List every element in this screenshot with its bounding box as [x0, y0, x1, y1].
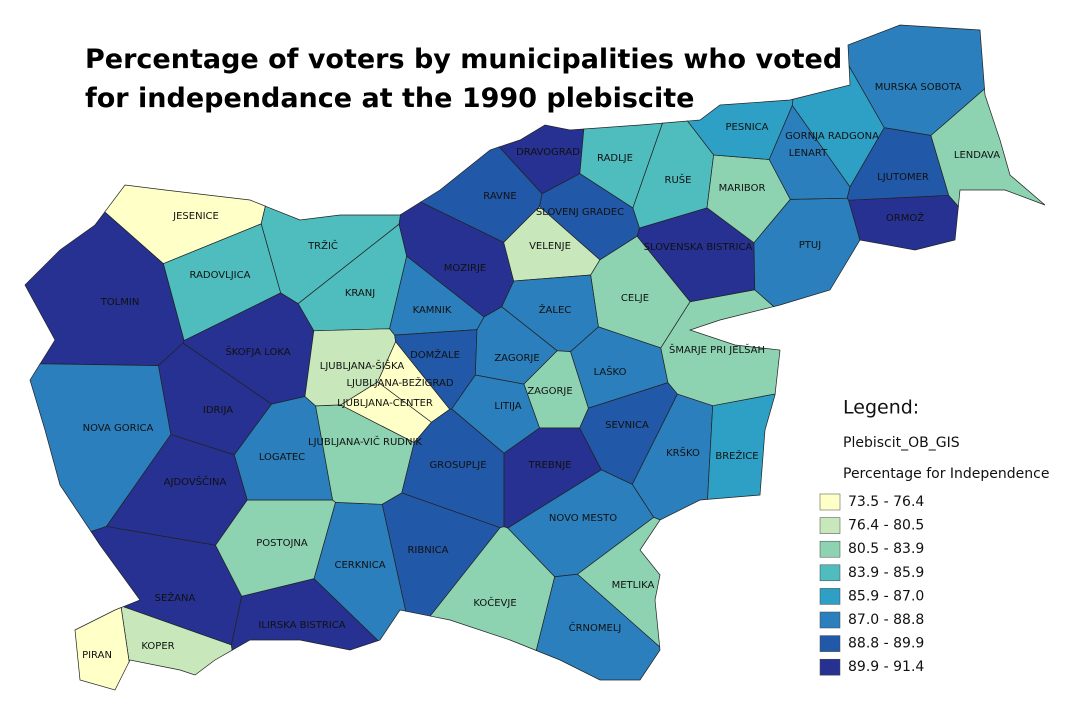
- municipality-label: DOMŽALE: [410, 348, 460, 361]
- municipality: [930, 88, 1046, 208]
- municipality-label: POSTOJNA: [256, 538, 308, 549]
- municipality-label: GROSUPLJE: [429, 460, 486, 471]
- legend-swatch: [819, 658, 841, 676]
- municipality-label: LJUBLJANA-BEŽIGRAD: [346, 376, 453, 389]
- municipality-label: CERKNICA: [334, 560, 385, 571]
- municipality-label: ŠKOFJA LOKA: [225, 345, 290, 358]
- municipality-label: ILIRSKA BISTRICA: [258, 620, 345, 631]
- municipality-label: SEŽANA: [155, 591, 196, 604]
- municipality-label: RAVNE: [483, 191, 516, 202]
- municipality: [535, 573, 661, 681]
- municipality-label: RIBNICA: [407, 545, 448, 556]
- legend-heading: Legend:: [843, 397, 919, 419]
- legend-label: 89.9 - 91.4: [848, 659, 924, 675]
- municipality: [576, 516, 662, 648]
- municipality-label: KRŠKO: [666, 446, 700, 459]
- municipality-label: MARIBOR: [719, 183, 766, 194]
- municipality-label: KAMNIK: [413, 305, 452, 316]
- legend-label: 87.0 - 88.8: [848, 612, 924, 628]
- municipality-label: RADLJE: [597, 153, 633, 164]
- title-line: Percentage of voters by municipalities w…: [85, 44, 842, 75]
- municipality-label: ORMOŽ: [886, 211, 924, 224]
- legend-label: 76.4 - 80.5: [848, 518, 924, 534]
- municipality-label: PTUJ: [799, 240, 821, 251]
- municipality-label: LJUBLJANA-CENTER: [337, 398, 433, 409]
- municipality-label: RUŠE: [665, 173, 692, 186]
- title-line: for independance at the 1990 plebiscite: [85, 83, 694, 114]
- municipality-label: LAŠKO: [594, 365, 627, 378]
- municipality-label: LENART: [789, 148, 828, 159]
- municipality-label: SLOVENSKA BISTRICA: [644, 242, 753, 253]
- municipality-label: GORNJA RADGONA: [785, 131, 879, 142]
- municipality: [847, 24, 985, 136]
- municipality-label: DRAVOGRAD: [516, 147, 580, 158]
- legend-layer: Plebiscit_OB_GIS: [843, 435, 960, 451]
- legend-swatch: [819, 540, 841, 558]
- municipality-label: NOVA GORICA: [83, 423, 154, 434]
- municipality-label: NOVO MESTO: [549, 513, 617, 524]
- municipality-label: TOLMIN: [100, 297, 140, 308]
- municipality-label: METLIKA: [612, 580, 655, 591]
- municipality: [429, 526, 556, 651]
- legend-items: 73.5 - 76.4 76.4 - 80.5 80.5 - 83.9 83.9 - …: [819, 493, 924, 676]
- legend-swatch: [819, 611, 841, 629]
- municipality-label: LJUBLJANA-VIČ RUDNIK: [308, 435, 422, 448]
- municipality-label: AJDOVŠČINA: [164, 475, 227, 488]
- municipality-label: SEVNICA: [605, 420, 649, 431]
- municipality-label: LENDAVA: [954, 150, 1000, 161]
- legend-label: 73.5 - 76.4: [848, 494, 924, 510]
- municipality-label: ZAGORJE: [527, 386, 572, 397]
- municipality-label: ČRNOMELJ: [569, 621, 622, 634]
- municipality-label: CELJE: [621, 293, 649, 304]
- legend-swatch: [819, 635, 841, 652]
- municipality-label: IDRIJA: [203, 405, 233, 416]
- municipality-label: LJUTOMER: [877, 172, 929, 183]
- legend-swatch: [819, 517, 841, 534]
- municipality-label: PESNICA: [726, 122, 769, 133]
- municipality: [686, 98, 794, 160]
- municipality-label: LOGATEC: [259, 452, 305, 463]
- municipality-label: ŽALEC: [539, 303, 572, 316]
- legend-swatch: [819, 493, 841, 511]
- municipality-label: TRŽIČ: [307, 239, 338, 252]
- municipality-label: JESENICE: [172, 211, 219, 222]
- legend-label: 88.8 - 89.9: [848, 636, 924, 652]
- municipality-label: SLOVENJ GRADEC: [536, 207, 624, 218]
- municipality-label: LJUBLJANA-ŠIŠKA: [320, 359, 405, 372]
- municipality: [74, 607, 130, 691]
- municipality: [498, 124, 585, 195]
- municipality-label: KOPER: [141, 641, 174, 652]
- municipality: [120, 606, 233, 676]
- legend-field: Percentage for Independence: [843, 466, 1049, 482]
- municipality-label: MURSKA SOBOTA: [875, 82, 962, 93]
- municipality-label: RADOVLJICA: [190, 270, 251, 281]
- municipality-label: PIRAN: [82, 650, 112, 661]
- municipality-label: BREŽICE: [715, 449, 758, 462]
- municipality-label: VELENJE: [529, 241, 571, 252]
- legend-label: 83.9 - 85.9: [848, 565, 924, 581]
- legend-swatch: [819, 588, 841, 605]
- legend-label: 85.9 - 87.0: [848, 588, 924, 604]
- municipality-label: TREBNJE: [528, 460, 572, 471]
- municipality-label: ZAGORJE: [494, 353, 539, 364]
- legend-swatch: [819, 564, 841, 582]
- municipality-label: ŠMARJE PRI JELŠAH: [669, 343, 765, 356]
- municipality-label: LITIJA: [494, 401, 521, 412]
- municipalities: [24, 24, 1046, 691]
- municipality-labels: JESENICE TRŽIČ RADOVLJICA KRANJ TOLMIN ŠKOFJA…: [82, 82, 1000, 661]
- municipality-label: KOČEVJE: [473, 596, 516, 609]
- legend-label: 80.5 - 83.9: [848, 541, 924, 557]
- municipality-label: MOZIRJE: [444, 263, 487, 274]
- municipality-label: KRANJ: [345, 288, 375, 299]
